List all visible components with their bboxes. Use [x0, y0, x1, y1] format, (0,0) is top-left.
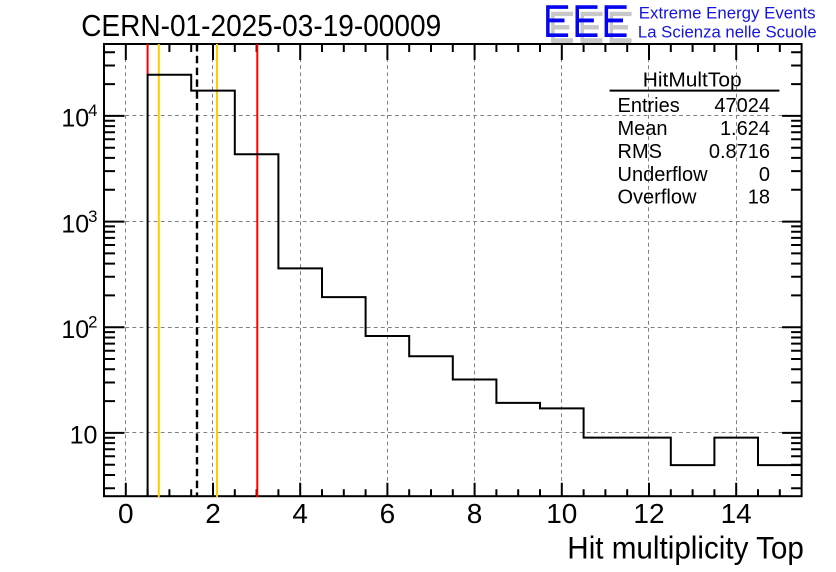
svg-text:0.8716: 0.8716 [709, 141, 770, 163]
svg-text:Underflow: Underflow [618, 164, 709, 186]
svg-text:6: 6 [380, 498, 396, 529]
svg-text:10: 10 [546, 498, 577, 529]
svg-text:47024: 47024 [714, 95, 770, 117]
svg-text:14: 14 [721, 498, 752, 529]
svg-text:18: 18 [748, 187, 770, 209]
svg-text:10: 10 [61, 210, 89, 238]
svg-text:CERN-01-2025-03-19-00009: CERN-01-2025-03-19-00009 [81, 8, 441, 43]
svg-text:10: 10 [70, 422, 98, 450]
svg-text:10: 10 [61, 105, 89, 133]
svg-text:8: 8 [467, 498, 483, 529]
svg-text:1.624: 1.624 [720, 118, 770, 140]
svg-text:La Scienza nelle Scuole: La Scienza nelle Scuole [638, 23, 817, 42]
svg-text:Hit multiplicity Top: Hit multiplicity Top [567, 530, 804, 566]
svg-text:2: 2 [88, 313, 97, 332]
svg-text:3: 3 [88, 207, 97, 226]
svg-text:0: 0 [759, 164, 770, 186]
svg-text:RMS: RMS [618, 141, 662, 163]
svg-text:Overflow: Overflow [618, 187, 697, 209]
svg-text:4: 4 [88, 101, 97, 120]
svg-text:2: 2 [205, 498, 221, 529]
svg-text:HitMultTop: HitMultTop [643, 69, 742, 91]
svg-text:12: 12 [633, 498, 664, 529]
svg-text:0: 0 [118, 498, 134, 529]
svg-text:10: 10 [61, 316, 89, 344]
svg-text:Entries: Entries [618, 95, 680, 117]
svg-text:4: 4 [292, 498, 308, 529]
svg-text:Mean: Mean [618, 118, 668, 140]
svg-text:Extreme Energy Events: Extreme Energy Events [639, 4, 816, 23]
